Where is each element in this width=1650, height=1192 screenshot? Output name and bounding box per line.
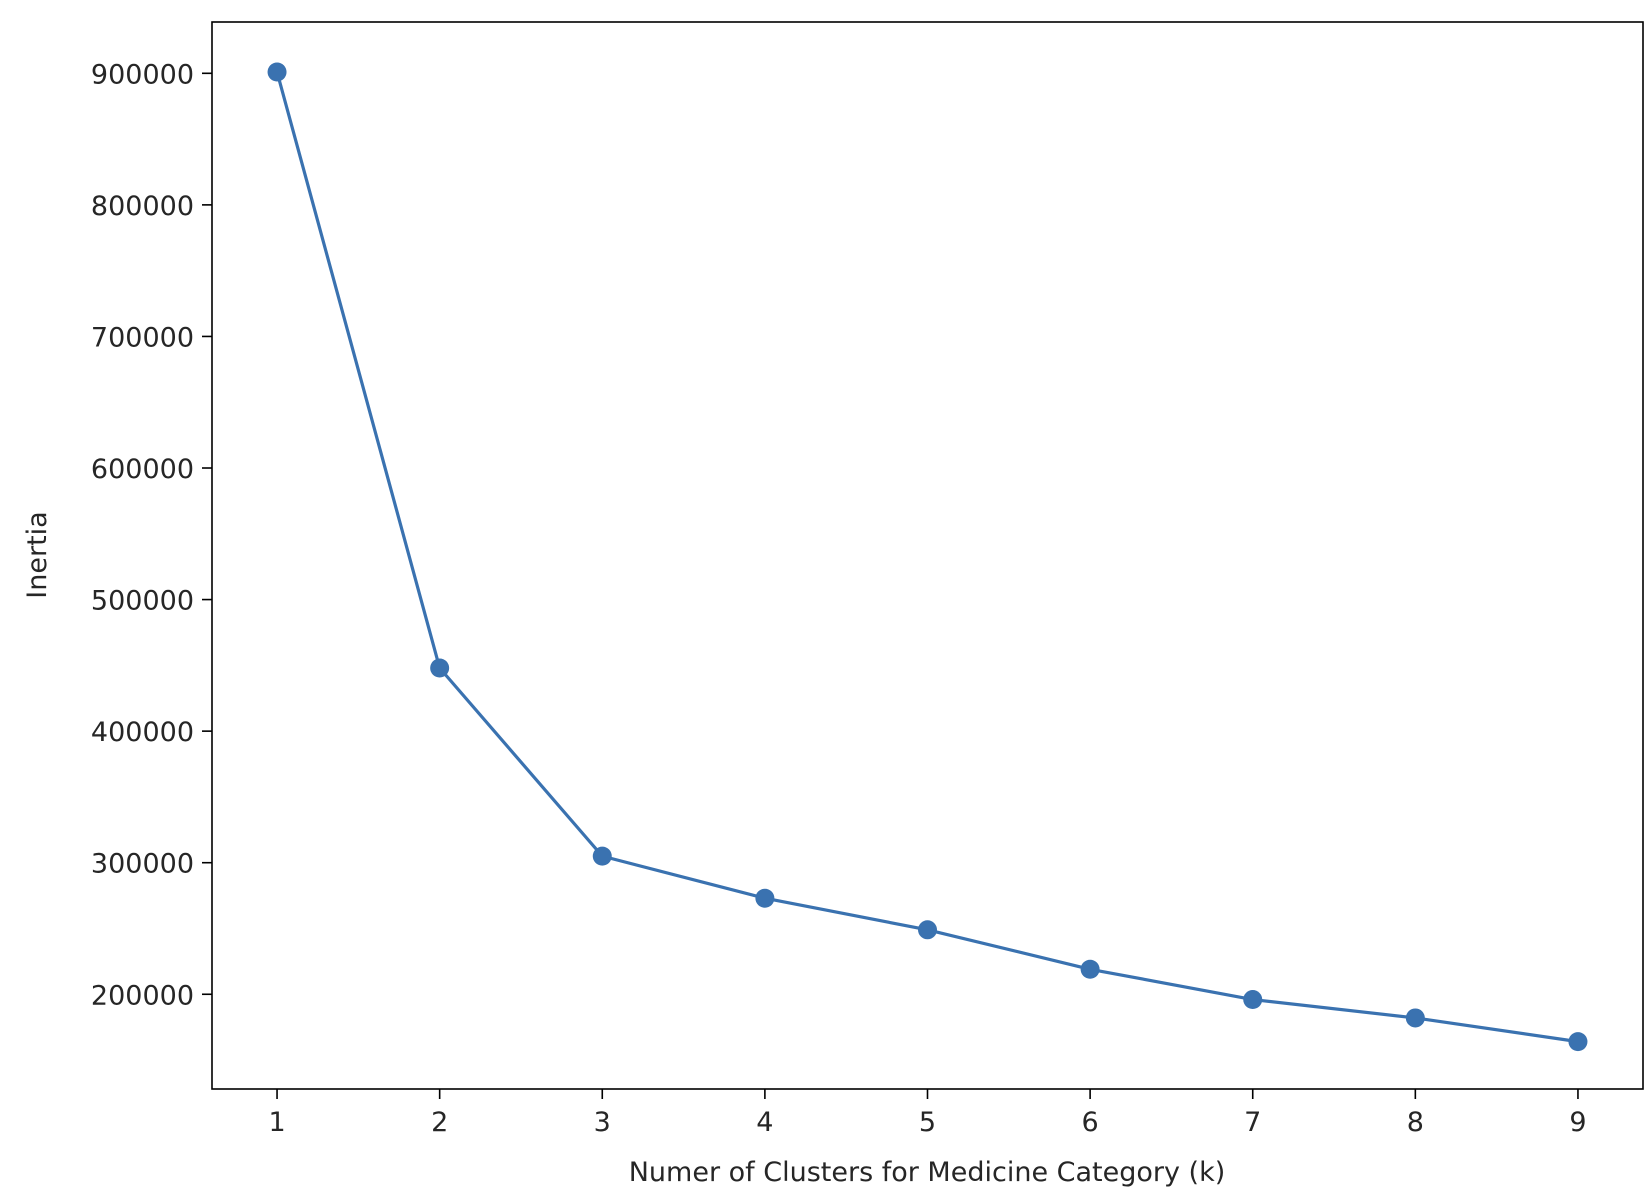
data-point (1243, 990, 1263, 1010)
data-point (592, 846, 612, 866)
y-tick-label: 900000 (91, 59, 194, 90)
data-point (755, 888, 775, 908)
x-tick-label: 3 (594, 1107, 611, 1138)
y-tick-label: 800000 (91, 191, 194, 222)
x-tick-label: 5 (919, 1107, 936, 1138)
x-tick-label: 7 (1244, 1107, 1261, 1138)
x-tick-label: 9 (1569, 1107, 1586, 1138)
series-line (275, 71, 1579, 1044)
x-tick-label: 1 (268, 1107, 285, 1138)
x-tick-label: 6 (1082, 1107, 1099, 1138)
y-tick-label: 400000 (91, 717, 194, 748)
x-axis: 1 2 3 4 5 6 7 8 9 (268, 1089, 1587, 1138)
data-point (1568, 1032, 1588, 1052)
data-point (430, 658, 450, 678)
y-tick-label: 500000 (91, 586, 194, 617)
y-axis: 200000 300000 400000 500000 600000 700000 8000… (91, 59, 212, 1011)
plot-area: 1 2 3 4 5 6 7 8 9 200000 300000 400000 500000 600000… (91, 21, 1644, 1138)
y-tick-label: 200000 (91, 980, 194, 1011)
y-axis-title: Inertia (22, 511, 53, 598)
x-tick-label: 4 (756, 1107, 773, 1138)
y-tick-label: 600000 (91, 454, 194, 485)
series-layer (267, 62, 1588, 1052)
x-tick-label: 8 (1407, 1107, 1424, 1138)
y-tick-label: 700000 (91, 322, 194, 353)
data-point (267, 62, 287, 82)
x-axis-title: Numer of Clusters for Medicine Category … (629, 1157, 1226, 1188)
data-point (1080, 959, 1100, 979)
data-point (1405, 1008, 1425, 1028)
data-point (918, 920, 937, 940)
y-tick-label: 300000 (91, 849, 194, 880)
x-tick-label: 2 (431, 1107, 448, 1138)
